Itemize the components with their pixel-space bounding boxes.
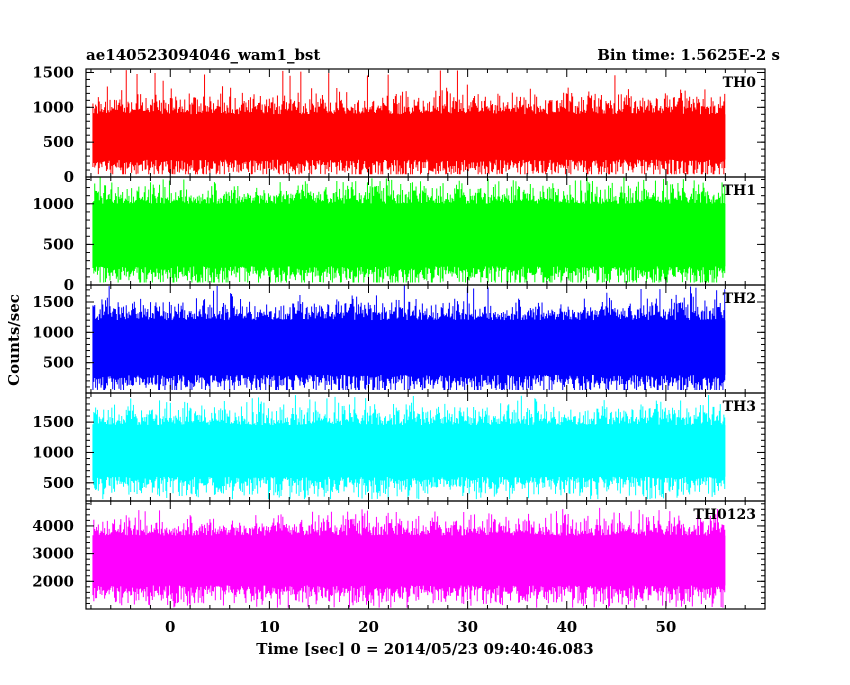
panel-label-th2: TH2 [723,291,756,307]
series-th0-line [92,70,726,175]
series-th3-line [92,394,726,500]
y-tick-label: 500 [43,235,74,253]
x-tick-label: 0 [165,618,175,636]
y-tick-label: 1000 [32,443,74,461]
series-th2-line [92,285,726,390]
series-th0123-group [92,507,726,608]
x-tick-label: 50 [655,618,676,636]
panel-frame [85,500,766,610]
y-tick-label: 1000 [32,323,74,341]
y-tick-label: 3000 [32,545,74,563]
series-th0123-line [92,507,726,608]
series-th2-group [92,285,726,390]
y-tick-label: 500 [43,133,74,151]
y-axis-title: Counts/sec [5,294,23,386]
series-th3-group [92,394,726,500]
series-th1-line [92,177,726,283]
x-tick-label: 40 [556,618,577,636]
y-tick-label: 4000 [32,517,74,535]
panel-th0123: 2000 3000 4000 TH0123 [32,500,766,610]
panel-th1: 0 500 1000 TH1 [32,176,766,294]
y-tick-label: 1500 [32,63,74,81]
panel-label-th3: TH3 [723,399,756,415]
x-tick-label: 10 [259,618,280,636]
chart-title: ae140523094046_wam1_bst [86,46,320,64]
panel-label-th0: TH0 [723,75,757,91]
y-tick-label: 0 [64,276,74,294]
y-tick-label: 0 [64,168,74,186]
y-tick-label: 500 [43,354,74,372]
y-tick-label: 2000 [32,572,74,590]
x-axis-title: Time [sec] 0 = 2014/05/23 09:40:46.083 [256,640,593,658]
panel-th2: 500 1000 1500 TH2 [32,284,766,394]
x-tick-label: 30 [457,618,478,636]
y-tick-label: 1500 [32,413,74,431]
series-th0-group [92,70,726,175]
panel-label-th0123: TH0123 [693,507,756,523]
y-tick-label: 1500 [32,293,74,311]
panel-th3: 500 1000 1500 TH3 [32,392,766,502]
panel-label-th1: TH1 [723,183,756,199]
y-tick-label: 500 [43,474,74,492]
bin-time-label: Bin time: 1.5625E-2 s [597,46,780,64]
y-tick-label: 1000 [32,98,74,116]
x-tick-label: 20 [358,618,379,636]
y-tick-label: 1000 [32,195,74,213]
series-th1-group [92,177,726,283]
panel-th0: 0 500 1000 1500 TH0 [32,63,766,186]
